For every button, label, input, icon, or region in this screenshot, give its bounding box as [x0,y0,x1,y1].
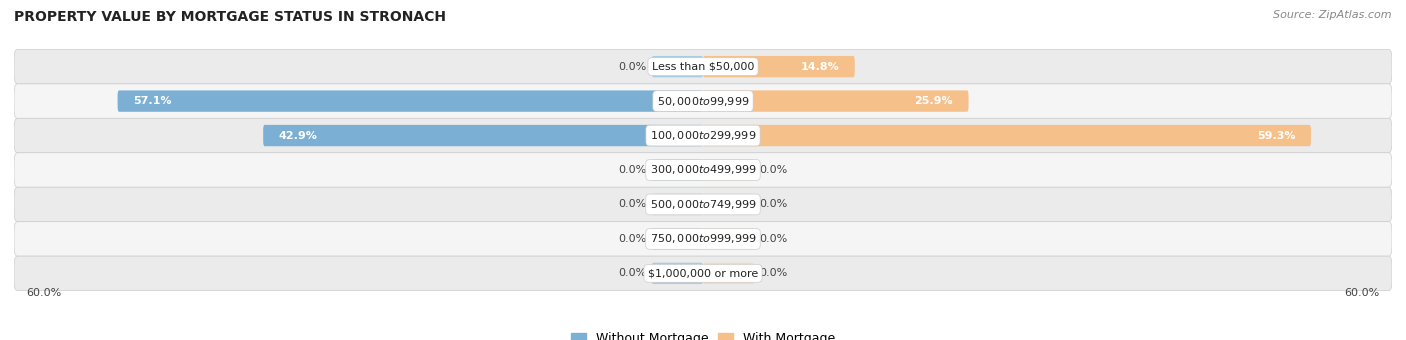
FancyBboxPatch shape [703,125,1310,146]
Text: $500,000 to $749,999: $500,000 to $749,999 [650,198,756,211]
Text: 0.0%: 0.0% [619,165,647,175]
Text: $100,000 to $299,999: $100,000 to $299,999 [650,129,756,142]
FancyBboxPatch shape [703,194,754,215]
FancyBboxPatch shape [14,222,1392,256]
Text: $750,000 to $999,999: $750,000 to $999,999 [650,233,756,245]
Text: Less than $50,000: Less than $50,000 [652,62,754,72]
FancyBboxPatch shape [703,90,969,112]
Text: 0.0%: 0.0% [759,200,787,209]
Text: 60.0%: 60.0% [1344,288,1379,298]
Text: PROPERTY VALUE BY MORTGAGE STATUS IN STRONACH: PROPERTY VALUE BY MORTGAGE STATUS IN STR… [14,10,446,24]
Text: 25.9%: 25.9% [914,96,953,106]
FancyBboxPatch shape [652,194,703,215]
FancyBboxPatch shape [652,263,703,284]
FancyBboxPatch shape [703,56,855,77]
Text: 0.0%: 0.0% [759,234,787,244]
Text: $300,000 to $499,999: $300,000 to $499,999 [650,164,756,176]
Text: Source: ZipAtlas.com: Source: ZipAtlas.com [1274,10,1392,20]
FancyBboxPatch shape [703,228,754,250]
FancyBboxPatch shape [14,256,1392,291]
FancyBboxPatch shape [703,159,754,181]
Text: 0.0%: 0.0% [759,165,787,175]
Text: 0.0%: 0.0% [619,234,647,244]
Text: 0.0%: 0.0% [619,268,647,278]
Text: 59.3%: 59.3% [1257,131,1295,140]
Text: $50,000 to $99,999: $50,000 to $99,999 [657,95,749,107]
FancyBboxPatch shape [652,159,703,181]
FancyBboxPatch shape [652,228,703,250]
FancyBboxPatch shape [118,90,703,112]
FancyBboxPatch shape [14,118,1392,153]
FancyBboxPatch shape [14,84,1392,118]
Text: 0.0%: 0.0% [619,62,647,72]
FancyBboxPatch shape [14,49,1392,84]
FancyBboxPatch shape [263,125,703,146]
Text: 42.9%: 42.9% [278,131,318,140]
FancyBboxPatch shape [14,187,1392,222]
Legend: Without Mortgage, With Mortgage: Without Mortgage, With Mortgage [565,327,841,340]
Text: 14.8%: 14.8% [800,62,839,72]
FancyBboxPatch shape [14,153,1392,187]
FancyBboxPatch shape [652,56,703,77]
Text: 0.0%: 0.0% [759,268,787,278]
Text: 57.1%: 57.1% [134,96,172,106]
Text: 0.0%: 0.0% [619,200,647,209]
FancyBboxPatch shape [703,263,754,284]
Text: 60.0%: 60.0% [27,288,62,298]
Text: $1,000,000 or more: $1,000,000 or more [648,268,758,278]
